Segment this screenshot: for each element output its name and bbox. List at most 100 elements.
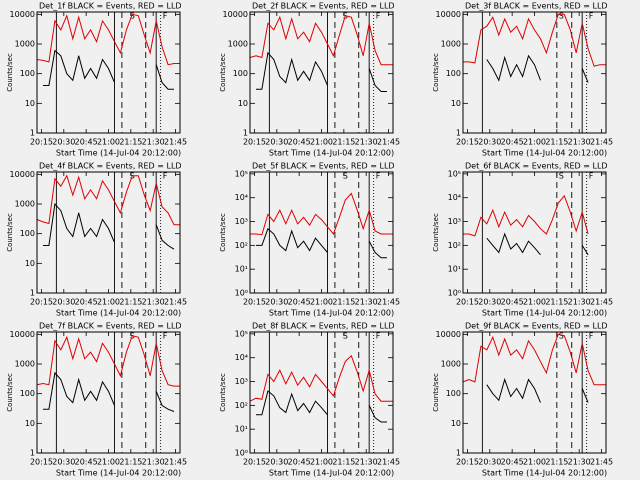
y-tick-label: 100: [20, 69, 35, 78]
x-tick-label: 20:30: [478, 298, 501, 307]
y-tick-label: 1: [30, 129, 35, 138]
chart-title: Det_4f BLACK = Events, RED = LLD: [39, 162, 182, 171]
y-tick-label: 1000: [15, 360, 35, 369]
x-axis-label: Start Time (14-Jul-04 20:12:00): [482, 149, 607, 158]
y-tick-label: 10⁴: [235, 353, 248, 362]
y-tick-label: 100: [20, 389, 35, 398]
x-tick-label: 20:30: [52, 138, 75, 147]
x-axis-label: Start Time (14-Jul-04 20:12:00): [56, 149, 181, 158]
x-axis-label: Start Time (14-Jul-04 20:12:00): [482, 469, 607, 478]
x-tick-label: 20:45: [501, 138, 524, 147]
y-tick-label: 10⁰: [235, 289, 248, 298]
annotation: F: [589, 332, 594, 341]
y-axis-label: Counts/sec: [219, 53, 227, 92]
x-tick-label: 21:45: [590, 298, 613, 307]
y-axis-label: Counts/sec: [432, 373, 440, 412]
y-tick-label: 10: [451, 419, 461, 428]
x-tick-label: 21:00: [310, 138, 333, 147]
x-tick-label: 20:15: [243, 298, 266, 307]
plot-frame: [36, 171, 181, 294]
y-tick-label: 10000: [10, 10, 35, 19]
x-tick-label: 21:30: [355, 138, 378, 147]
panel: Det_2f BLACK = Events, RED = LLD Start Ti…: [219, 2, 400, 158]
x-tick-label: 20:45: [75, 138, 98, 147]
y-tick-label: 10³: [235, 217, 248, 226]
panel: Det_4f BLACK = Events, RED = LLD Start Ti…: [6, 162, 187, 318]
chart-title: Det_5f BLACK = Events, RED = LLD: [252, 162, 395, 171]
y-tick-label: 1: [243, 129, 248, 138]
annotation: F: [163, 332, 168, 341]
x-tick-label: 21:45: [377, 138, 400, 147]
plot-frame: [249, 171, 394, 294]
x-tick-label: 21:45: [164, 458, 187, 467]
series-line: [256, 227, 387, 259]
y-tick-label: 10000: [436, 10, 461, 19]
x-tick-label: 20:15: [30, 458, 53, 467]
series-line: [43, 202, 175, 250]
y-tick-label: 10⁴: [448, 193, 461, 202]
series-line: [486, 377, 589, 403]
panel: Det_9f BLACK = Events, RED = LLD Start Ti…: [432, 322, 613, 478]
y-axis-label: Counts/sec: [6, 373, 14, 412]
y-tick-label: 1000: [228, 40, 248, 49]
annotation: F: [163, 12, 168, 21]
x-tick-label: 21:45: [164, 298, 187, 307]
x-tick-label: 21:00: [310, 298, 333, 307]
x-tick-label: 21:30: [355, 458, 378, 467]
series-line: [256, 390, 387, 423]
series-line: [250, 192, 393, 236]
y-tick-label: 10¹: [448, 265, 461, 274]
annotation: S: [559, 172, 564, 181]
series-line: [36, 174, 180, 226]
y-tick-label: 10: [451, 99, 461, 108]
y-tick-label: 100: [446, 69, 461, 78]
annotation: F: [376, 172, 381, 181]
y-tick-label: 10000: [223, 10, 248, 19]
series-line: [43, 49, 174, 90]
x-tick-label: 20:15: [30, 138, 53, 147]
y-tick-label: 10⁵: [235, 169, 248, 178]
y-tick-label: 100: [446, 389, 461, 398]
x-tick-label: 21:30: [142, 138, 165, 147]
x-tick-label: 21:45: [590, 458, 613, 467]
series-line: [486, 232, 589, 256]
x-tick-label: 21:00: [523, 138, 546, 147]
x-tick-label: 20:45: [501, 458, 524, 467]
annotation: S: [559, 12, 564, 21]
y-tick-label: 10¹: [235, 425, 248, 434]
y-tick-label: 10: [25, 99, 35, 108]
x-tick-label: 20:30: [265, 138, 288, 147]
x-axis-label: Start Time (14-Jul-04 20:12:00): [269, 309, 394, 318]
series-line: [36, 13, 180, 66]
chart-title: Det_7f BLACK = Events, RED = LLD: [39, 322, 182, 331]
plot-frame: [462, 331, 607, 454]
x-tick-label: 21:15: [332, 458, 355, 467]
annotation: S: [130, 12, 135, 21]
series-line: [486, 54, 589, 83]
annotation: F: [163, 172, 168, 181]
x-tick-label: 21:45: [377, 298, 400, 307]
series-line: [249, 354, 393, 402]
x-tick-label: 20:30: [265, 458, 288, 467]
y-tick-label: 10⁰: [448, 289, 461, 298]
panel: Det_1f BLACK = Events, RED = LLD Start Ti…: [6, 2, 187, 158]
x-tick-label: 20:15: [243, 138, 266, 147]
y-tick-label: 10⁵: [235, 329, 248, 338]
x-tick-label: 21:45: [164, 138, 187, 147]
x-tick-label: 21:30: [568, 298, 591, 307]
x-tick-label: 21:30: [568, 458, 591, 467]
x-tick-label: 21:00: [523, 458, 546, 467]
x-axis-label: Start Time (14-Jul-04 20:12:00): [482, 309, 607, 318]
x-tick-label: 21:00: [523, 298, 546, 307]
y-tick-label: 10²: [235, 241, 248, 250]
plot-frame: [249, 331, 394, 454]
y-axis-label: Counts/sec: [432, 53, 440, 92]
y-tick-label: 10: [25, 419, 35, 428]
x-tick-label: 21:30: [568, 138, 591, 147]
x-tick-label: 20:15: [243, 458, 266, 467]
y-tick-label: 10¹: [235, 265, 248, 274]
y-axis-label: Counts/sec: [6, 213, 14, 252]
plot-frame: [36, 331, 181, 454]
x-axis-label: Start Time (14-Jul-04 20:12:00): [56, 469, 181, 478]
